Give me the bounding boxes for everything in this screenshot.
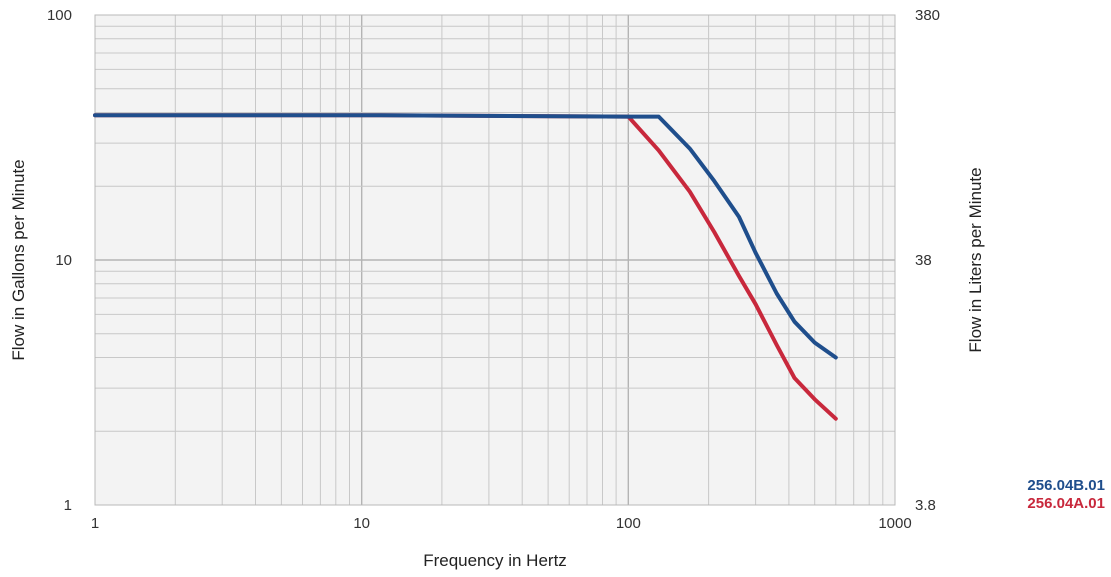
x-axis-title: Frequency in Hertz: [423, 551, 567, 570]
y-right-axis-title: Flow in Liters per Minute: [966, 167, 985, 352]
x-tick-label: 100: [616, 515, 641, 532]
y-right-tick-label: 38: [915, 252, 932, 269]
x-tick-label: 1: [91, 515, 99, 532]
plot-border: [94, 14, 896, 506]
x-tick-label: 1000: [878, 515, 911, 532]
y-tick-label: 100: [47, 7, 72, 24]
y-right-tick-label: 3.8: [915, 497, 936, 514]
y-axis-title: Flow in Gallons per Minute: [9, 159, 28, 360]
y-right-tick-labels: 3.8 38 380: [915, 7, 940, 514]
y-tick-labels: 1 10 100: [47, 7, 72, 514]
y-right-tick-label: 380: [915, 7, 940, 24]
grid: [95, 15, 895, 505]
legend-item: 256.04B.01: [1027, 477, 1105, 494]
y-tick-label: 1: [64, 497, 72, 514]
x-tick-labels: 1 10 100 1000: [91, 515, 912, 532]
y-tick-label: 10: [55, 252, 72, 269]
series-line-256-04b-01: [93, 113, 838, 360]
legend-item: 256.04A.01: [1027, 495, 1105, 512]
x-tick-label: 10: [353, 515, 370, 532]
series-lines: [93, 113, 838, 421]
